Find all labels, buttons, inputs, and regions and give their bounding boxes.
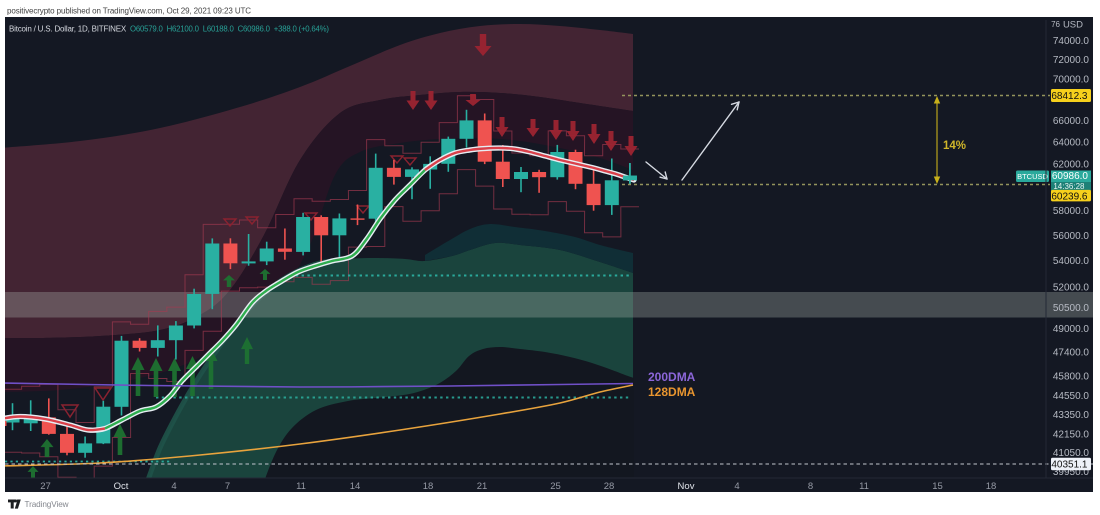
svg-text:47400.0: 47400.0 <box>1053 347 1090 358</box>
svg-text:Oct: Oct <box>114 481 129 492</box>
svg-text:positivecrypto published on Tr: positivecrypto published on TradingView.… <box>7 7 251 16</box>
svg-text:50500.0: 50500.0 <box>1053 303 1090 314</box>
svg-text:68412.3: 68412.3 <box>1051 91 1088 102</box>
svg-text:39950.0: 39950.0 <box>1053 467 1090 478</box>
svg-text:43350.0: 43350.0 <box>1053 410 1090 421</box>
svg-text:4: 4 <box>734 481 739 492</box>
svg-text:74000.0: 74000.0 <box>1053 36 1090 47</box>
svg-text:56000.0: 56000.0 <box>1053 231 1090 242</box>
svg-text:44550.0: 44550.0 <box>1053 391 1090 402</box>
svg-text:62000.0: 62000.0 <box>1053 160 1090 171</box>
svg-text:54000.0: 54000.0 <box>1053 256 1090 267</box>
svg-text:128DMA: 128DMA <box>648 385 696 399</box>
svg-text:Nov: Nov <box>678 481 695 492</box>
svg-text:27: 27 <box>40 481 51 492</box>
svg-text:25: 25 <box>550 481 561 492</box>
svg-text:200DMA: 200DMA <box>648 370 696 384</box>
svg-text:14: 14 <box>350 481 361 492</box>
svg-text:BTCUSD: BTCUSD <box>1017 172 1048 181</box>
svg-text:11: 11 <box>859 481 869 492</box>
svg-text:4: 4 <box>171 481 176 492</box>
svg-text:28: 28 <box>604 481 615 492</box>
svg-text:18: 18 <box>986 481 997 492</box>
svg-text:USD: USD <box>1063 20 1083 31</box>
svg-text:11: 11 <box>296 481 306 492</box>
svg-text:66000.0: 66000.0 <box>1053 116 1090 127</box>
svg-text:45800.0: 45800.0 <box>1053 371 1090 382</box>
svg-text:15: 15 <box>932 481 943 492</box>
svg-text:40351.1: 40351.1 <box>1051 460 1088 471</box>
svg-text:42150.0: 42150.0 <box>1053 430 1090 441</box>
svg-text:76: 76 <box>1051 20 1060 29</box>
svg-text:41050.0: 41050.0 <box>1053 448 1090 459</box>
svg-text:8: 8 <box>808 481 813 492</box>
svg-text:52000.0: 52000.0 <box>1053 283 1090 294</box>
svg-text:O60579.0 H62100.0 L60188.0: O60579.0 H62100.0 L60188.0 C60986.0 +388… <box>130 25 329 34</box>
svg-text:64000.0: 64000.0 <box>1053 137 1090 148</box>
svg-text:49000.0: 49000.0 <box>1053 324 1090 335</box>
svg-text:58000.0: 58000.0 <box>1053 206 1090 217</box>
svg-text:14%: 14% <box>943 140 966 152</box>
svg-text:7: 7 <box>225 481 230 492</box>
svg-text:14:36:28: 14:36:28 <box>1053 182 1085 191</box>
svg-text:18: 18 <box>423 481 434 492</box>
svg-text:TradingView: TradingView <box>25 500 69 509</box>
svg-text:60986.0: 60986.0 <box>1052 171 1089 182</box>
svg-text:Bitcoin / U.S. Dollar, 1D, BIT: Bitcoin / U.S. Dollar, 1D, BITFINEX <box>9 25 127 34</box>
svg-text:72000.0: 72000.0 <box>1053 55 1090 66</box>
svg-text:21: 21 <box>477 481 488 492</box>
svg-text:60239.6: 60239.6 <box>1051 191 1088 202</box>
svg-text:70000.0: 70000.0 <box>1053 75 1090 86</box>
